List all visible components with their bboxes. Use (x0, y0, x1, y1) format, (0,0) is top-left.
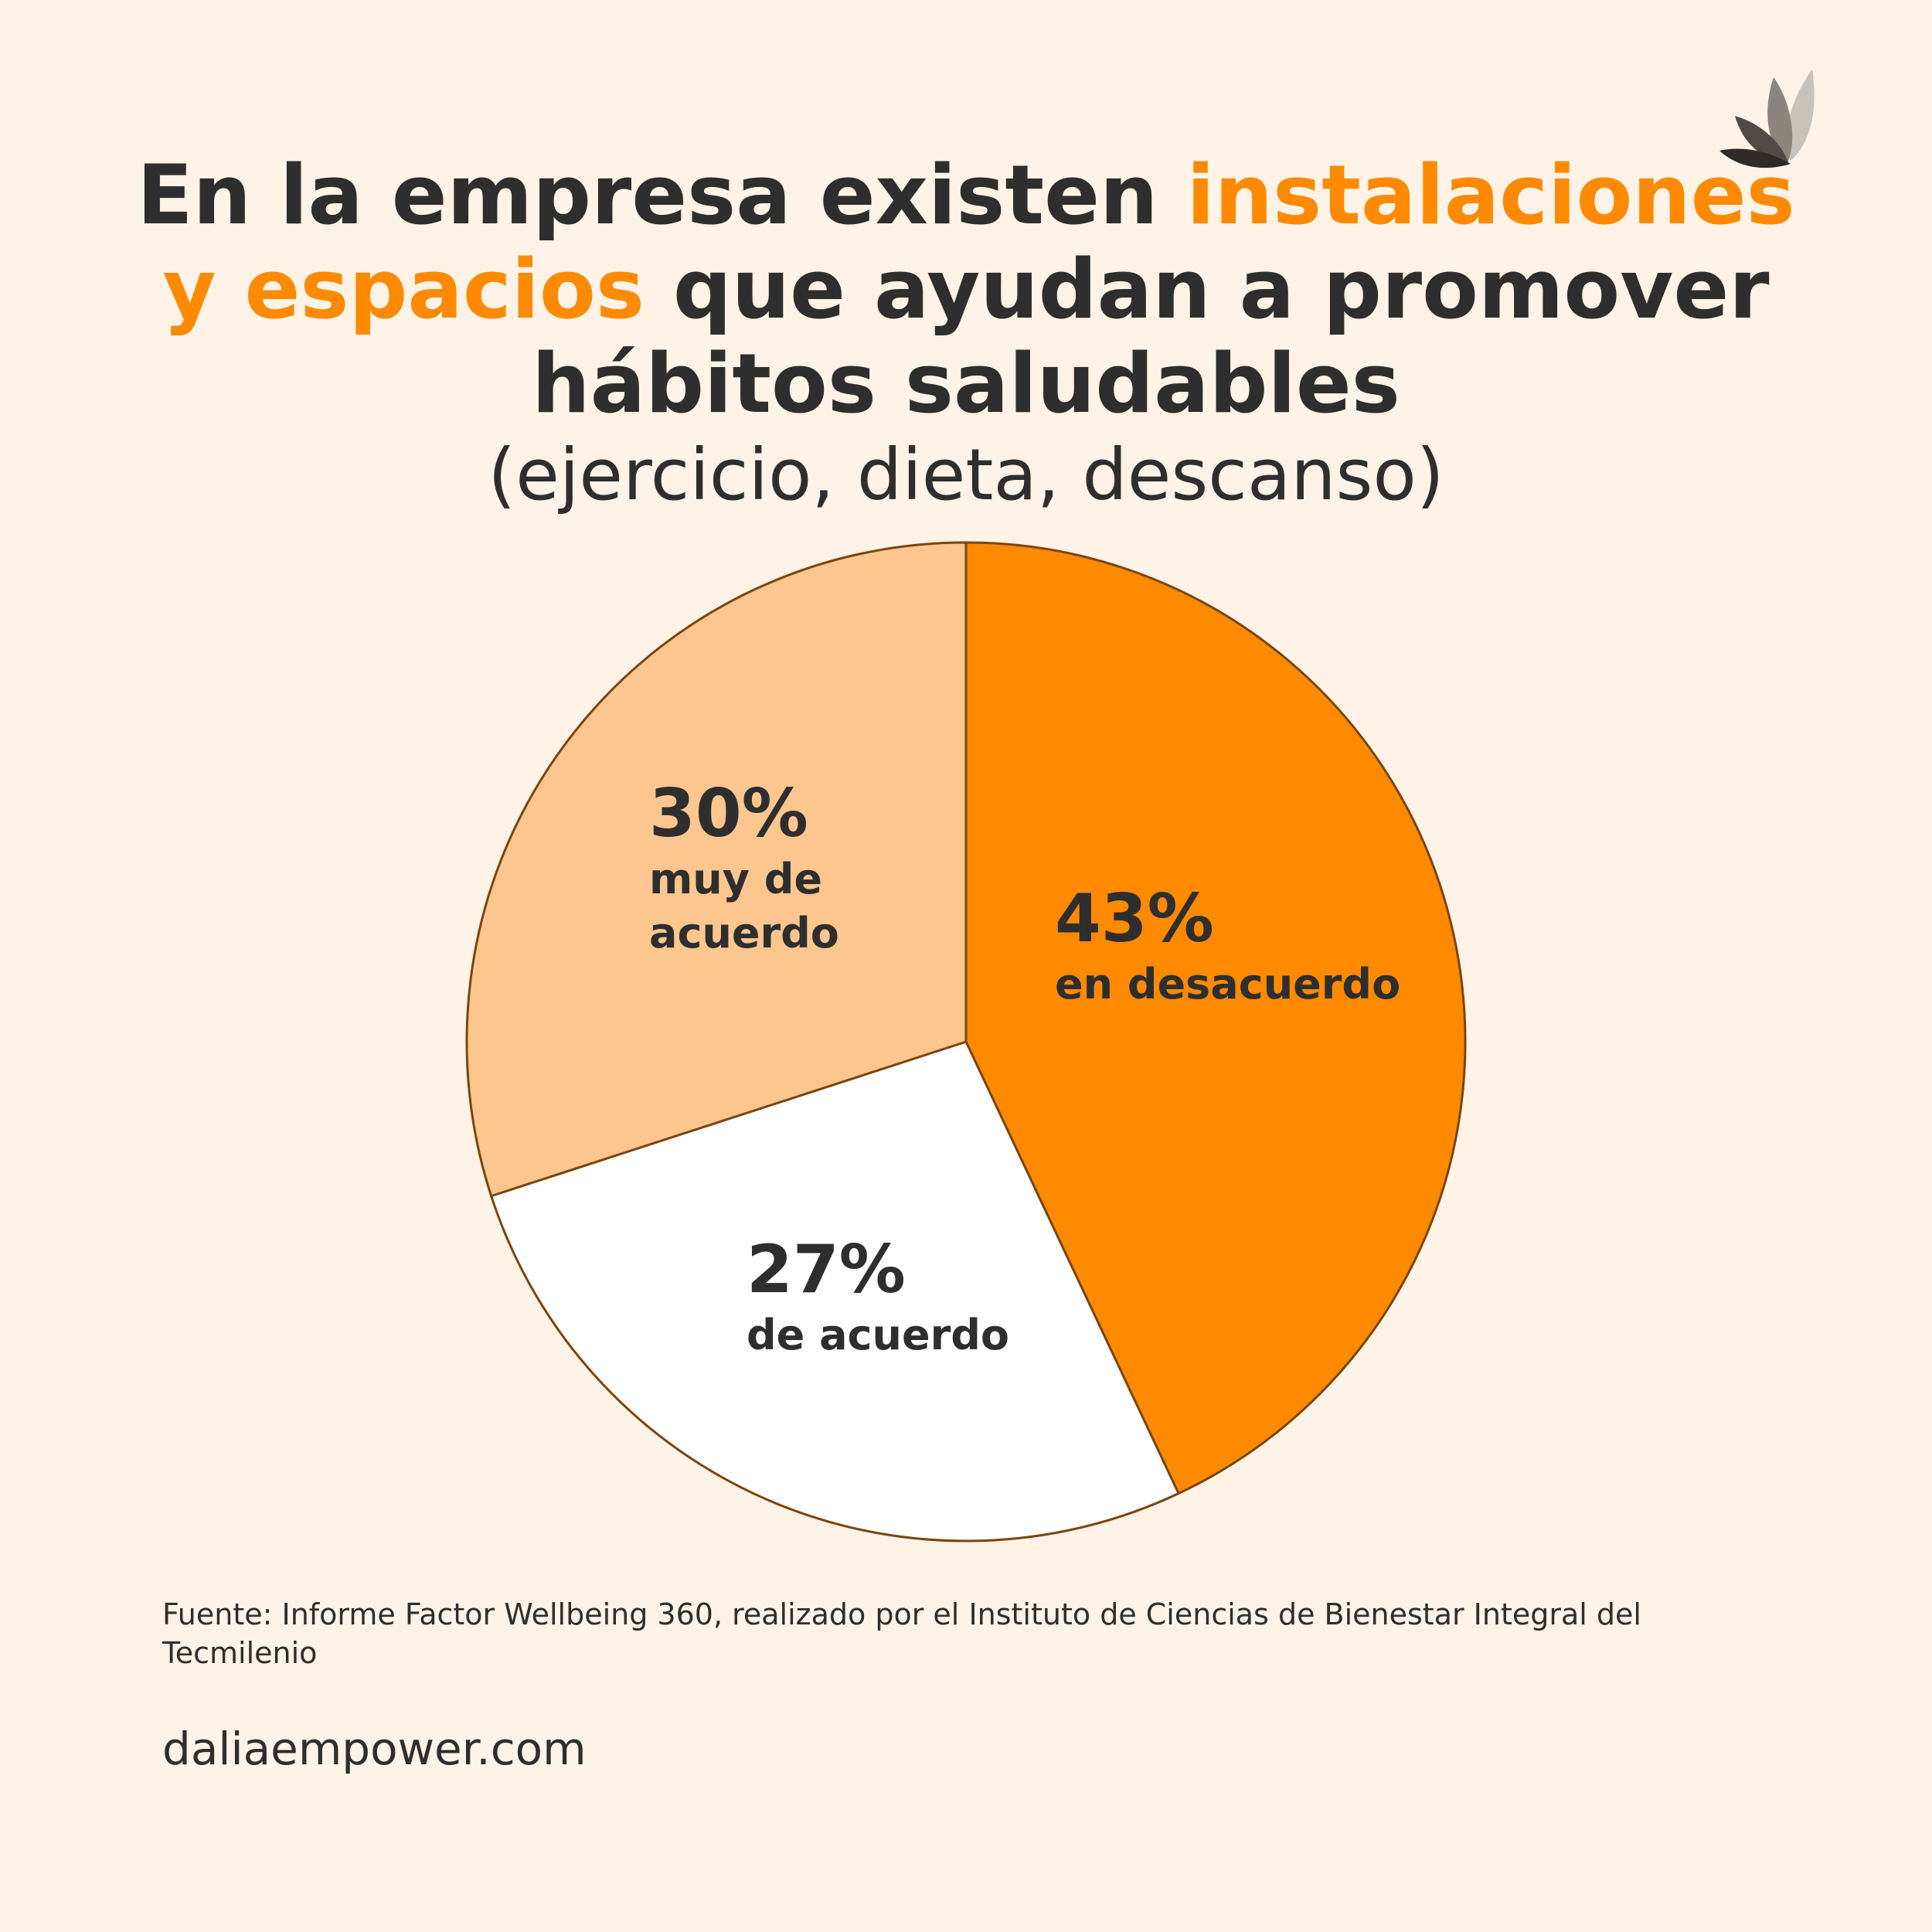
slice-category-label-2-line-1: de acuerdo (747, 1311, 1009, 1359)
source-note: Fuente: Informe Factor Wellbeing 360, re… (162, 1597, 1641, 1670)
pie-slice-3 (465, 541, 968, 1198)
slice-percent-label-2: 27% (747, 1231, 906, 1308)
chart-title: En la empresa existen instalaciones y esp… (0, 148, 1932, 431)
slice-percent-label-1: 43% (1055, 880, 1214, 957)
pie-labels: 43%en desacuerdo 27%de acuerdo 30%muy de ac… (649, 775, 1400, 1359)
pie-slice-2 (490, 1040, 1180, 1543)
title-part-3: hábitos saludables (532, 336, 1400, 431)
title-part-1: En la empresa existen (137, 148, 1187, 243)
pie-slices (465, 541, 1467, 1543)
lotus-leaf-icon (1719, 70, 1815, 168)
slice-category-label-3-line-1: muy de (649, 855, 822, 903)
title-part-2: que ayudan a promover (644, 242, 1770, 337)
title-highlight-1: instalaciones (1186, 148, 1795, 243)
website-link[interactable]: daliaempower.com (162, 1723, 587, 1775)
slice-category-label-1-line-1: en desacuerdo (1055, 960, 1400, 1009)
pie-slice-1 (964, 541, 1467, 1495)
title-highlight-2: y espacios (162, 242, 645, 337)
slice-percent-label-3: 30% (649, 775, 808, 852)
slice-category-label-3-line-2: acuerdo (649, 909, 839, 957)
chart-subtitle: (ejercicio, dieta, descanso) (488, 434, 1444, 516)
